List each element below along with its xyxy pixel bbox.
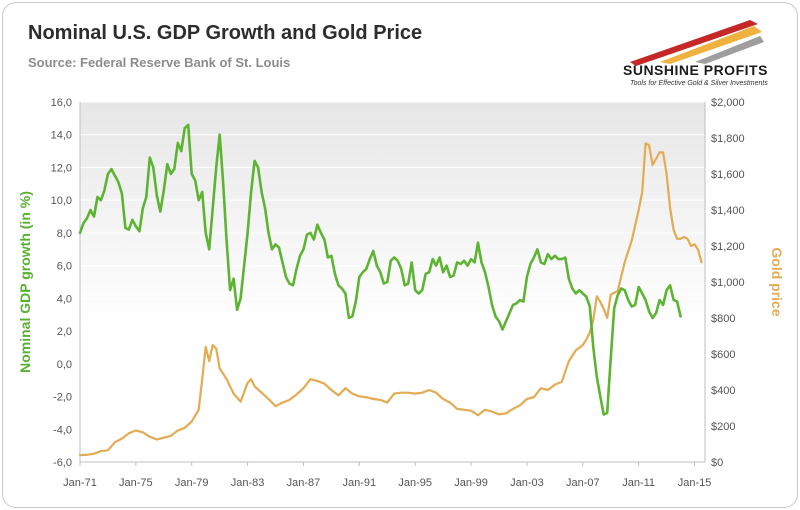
plot-area: [80, 102, 705, 462]
right-tick-label: $200: [711, 421, 735, 433]
right-tick-label: $2,000: [711, 97, 745, 109]
left-tick-label: -4,0: [53, 424, 72, 436]
logo-orange-ray: [660, 26, 762, 64]
right-tick-label: $1,800: [711, 133, 745, 145]
x-tick-label: Jan-15: [678, 477, 712, 489]
sunshine-profits-logo-icon: [630, 20, 764, 66]
x-tick-label: Jan-07: [566, 477, 600, 489]
right-tick-label: $800: [711, 313, 735, 325]
chart-title: Nominal U.S. GDP Growth and Gold Price: [28, 22, 423, 44]
left-tick-label: -2,0: [53, 392, 72, 404]
logo-grey-ray: [695, 36, 764, 64]
right-tick-label: $400: [711, 385, 735, 397]
source-note: Source: Federal Reserve Bank of St. Loui…: [28, 55, 291, 70]
right-axis-label: Gold price: [769, 247, 785, 316]
left-tick-label: 14,0: [51, 130, 72, 142]
brand-tagline: Tools for Effective Gold & Silver Invest…: [630, 80, 768, 87]
right-tick-label: $1,400: [711, 205, 745, 217]
right-tick-label: $1,600: [711, 169, 745, 181]
x-tick-label: Jan-95: [398, 477, 432, 489]
x-tick-label: Jan-83: [231, 477, 265, 489]
left-tick-label: 16,0: [51, 97, 72, 109]
gold-price-series-line: [78, 142, 703, 457]
x-tick-label: Jan-99: [454, 477, 488, 489]
logo-red-ray: [630, 20, 758, 66]
x-tick-label: Jan-91: [343, 477, 377, 489]
plot-background: [80, 102, 705, 462]
left-tick-label: 4,0: [57, 293, 72, 305]
x-tick-label: Jan-71: [63, 477, 97, 489]
gdp-growth-series-line: [78, 123, 682, 416]
left-tick-label: 2,0: [57, 326, 72, 338]
right-axis-ticks: $0 $200 $400 $600 $800 $1,000 $1,200 $1,400 $1,6…: [711, 97, 745, 469]
x-tick-label: Jan-87: [287, 477, 321, 489]
left-tick-label: 12,0: [51, 162, 72, 174]
x-tick-label: Jan-03: [510, 477, 544, 489]
x-tick-label: Jan-11: [622, 477, 655, 489]
x-tick-label: Jan-75: [119, 477, 153, 489]
left-tick-label: -6,0: [53, 457, 72, 469]
x-tick-label: Jan-79: [175, 477, 209, 489]
left-tick-label: 10,0: [51, 195, 72, 207]
series-lines: [78, 123, 703, 457]
left-axis-ticks: -6,0 -4,0 -2,0 0,0 2,0 4,0 6,0 8,0 10,0 12,0 14,0 1…: [51, 97, 72, 469]
right-tick-label: $0: [711, 457, 723, 469]
x-axis-ticks: Jan-71 Jan-75 Jan-79 Jan-83 Jan-87 Jan-91 Jan-…: [63, 462, 711, 489]
left-tick-label: 8,0: [57, 228, 72, 240]
right-tick-label: $1,000: [711, 277, 745, 289]
left-tick-label: 6,0: [57, 261, 72, 273]
left-axis-label: Nominal GDP growth (in %): [17, 191, 33, 373]
left-tick-label: 0,0: [57, 359, 72, 371]
brand-name: SUNSHINE PROFITS: [623, 62, 768, 78]
right-tick-label: $600: [711, 349, 735, 361]
right-tick-label: $1,200: [711, 241, 745, 253]
